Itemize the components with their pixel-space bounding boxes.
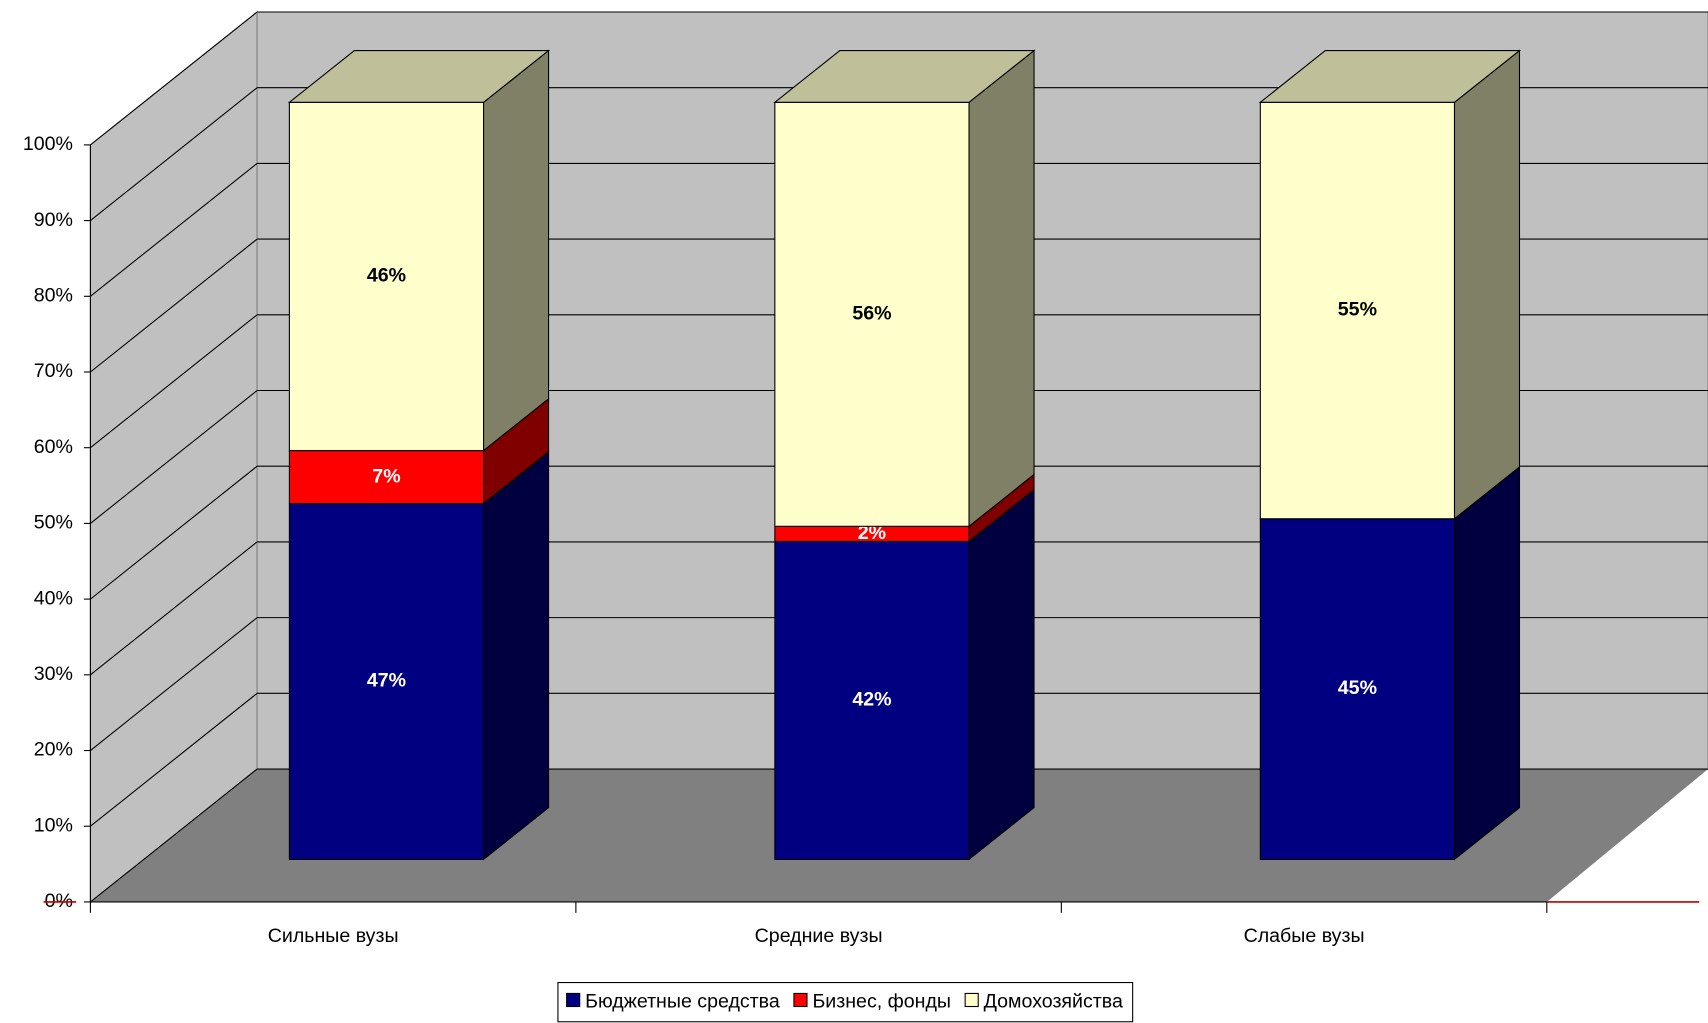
bar-front	[288, 101, 485, 452]
grid-line	[90, 162, 258, 297]
y-tick-label: 70%	[34, 360, 73, 382]
bar-front	[774, 540, 970, 860]
legend-label: Домохозяйства	[984, 990, 1123, 1012]
legend-swatch	[566, 992, 581, 1008]
data-label: 56%	[852, 303, 891, 325]
bar-top	[1258, 49, 1522, 103]
bar-top	[287, 49, 551, 103]
data-label: 7%	[372, 465, 400, 487]
x-tick-label: Сильные вузы	[268, 925, 399, 947]
bar-side	[1453, 465, 1521, 861]
data-label: 55%	[1338, 299, 1377, 321]
grid-line	[90, 692, 258, 827]
grid-line	[90, 238, 258, 373]
legend-box	[557, 982, 1134, 1023]
data-label: 46%	[367, 265, 406, 287]
y-tick-label: 20%	[34, 739, 73, 761]
legend-label: Бюджетные средства	[585, 990, 780, 1012]
bar-side	[968, 49, 1035, 528]
data-label: 42%	[852, 689, 891, 711]
legend-swatch	[964, 992, 979, 1008]
bar-side	[483, 49, 550, 452]
grid-line	[90, 87, 258, 222]
grid-line	[90, 314, 258, 449]
y-tick-label: 90%	[34, 209, 73, 231]
x-tick-label: Слабые вузы	[1244, 925, 1365, 947]
y-tick-label: 100%	[23, 133, 73, 155]
bar-side	[968, 488, 1035, 861]
grid-line	[90, 11, 258, 146]
grid-line	[90, 541, 258, 676]
y-tick-label: 50%	[34, 512, 73, 534]
y-tick-label: 0%	[45, 890, 73, 912]
grid-line	[90, 465, 258, 600]
plot: 0% 10% 20% 30% 40% 50% 60% 70% 80% 90% 100% Сильные…	[23, 10, 1708, 1023]
data-label: 45%	[1338, 677, 1377, 699]
legend: Бюджетные средства Бизнес, фонды Домохозяй…	[557, 982, 1134, 1023]
y-tick-label: 10%	[34, 814, 73, 836]
y-tick-label: 80%	[34, 284, 73, 306]
bar-front	[1259, 101, 1456, 520]
y-tick-label: 30%	[34, 663, 73, 685]
grid-line	[90, 617, 258, 751]
bar-front	[774, 101, 970, 527]
data-label: 2%	[858, 522, 886, 544]
legend-swatch	[793, 992, 808, 1008]
y-tick-label: 40%	[34, 587, 73, 609]
grid-line	[90, 390, 258, 524]
x-tick-label: Средние вузы	[755, 925, 883, 947]
bar-side	[1453, 49, 1521, 520]
bar-side	[483, 450, 550, 861]
data-label: 47%	[367, 670, 406, 692]
grid-line	[90, 768, 258, 903]
bar-top	[773, 49, 1036, 103]
bar-front	[288, 503, 485, 860]
y-tick-label: 60%	[34, 436, 73, 458]
bar-front	[1259, 518, 1456, 860]
legend-label: Бизнес, фонды	[812, 990, 951, 1012]
bar-front	[288, 450, 485, 505]
